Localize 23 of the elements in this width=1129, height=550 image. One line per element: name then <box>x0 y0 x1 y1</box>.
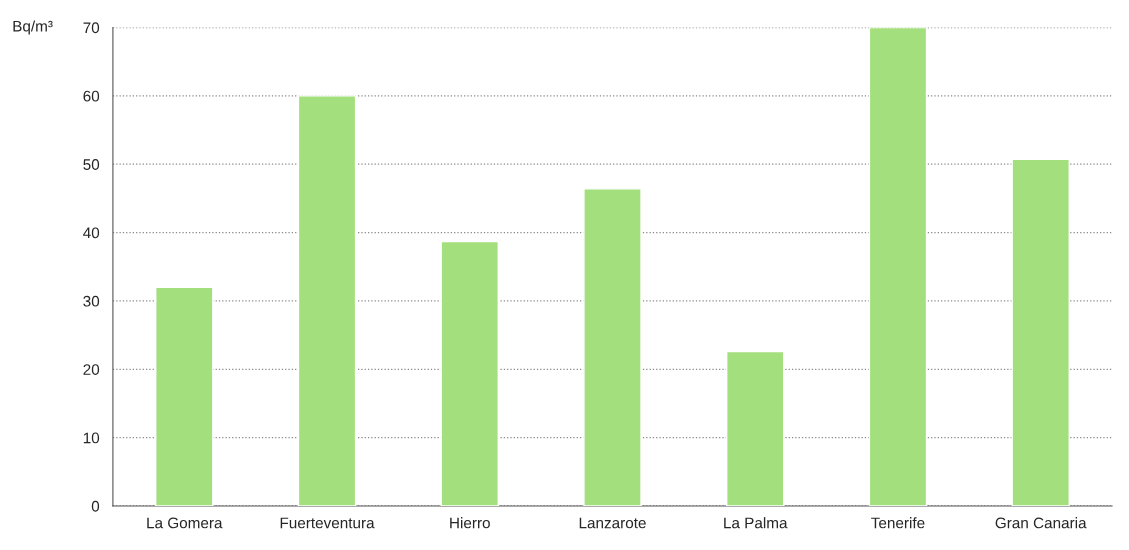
y-tick-label: 60 <box>83 90 100 102</box>
y-tick-label: 50 <box>83 159 100 170</box>
bar <box>440 240 499 506</box>
x-tick-label: Tenerife <box>871 517 925 529</box>
y-tick-label: 30 <box>83 295 100 307</box>
y-tick-label: 40 <box>83 227 100 239</box>
y-tick-label: 0 <box>91 500 100 512</box>
x-tick-label: La Palma <box>724 517 788 529</box>
x-tick-label: La Gomera <box>147 517 223 529</box>
y-tick-label: 10 <box>83 432 100 444</box>
bar <box>297 95 357 506</box>
bar <box>725 350 785 506</box>
bar <box>583 188 642 506</box>
x-tick-label: Fuerteventura <box>280 517 375 529</box>
x-tick-label: Lanzarote <box>579 517 646 529</box>
bar <box>868 27 928 506</box>
bar <box>155 286 214 506</box>
x-tick-label: Gran Canaria <box>995 517 1087 529</box>
y-axis-title: Bq/m³ <box>13 20 53 35</box>
y-tick-label: 20 <box>83 364 100 375</box>
y-tick-label: 70 <box>83 22 100 34</box>
bar <box>1011 158 1070 506</box>
x-tick-label: Hierro <box>450 517 490 529</box>
